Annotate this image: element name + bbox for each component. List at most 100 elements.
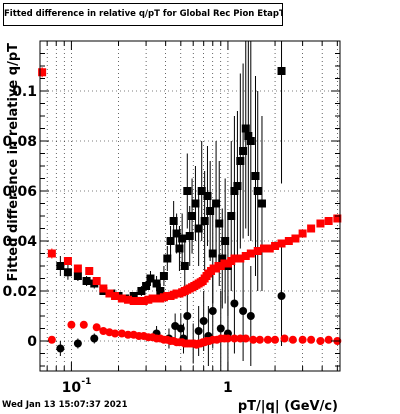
- data-marker-circle: [56, 344, 65, 353]
- data-marker-circle: [92, 323, 101, 332]
- data-marker-square: [233, 182, 242, 190]
- y-tick-label: 0: [27, 334, 37, 350]
- data-marker-square: [251, 172, 260, 180]
- data-marker-square: [333, 214, 342, 223]
- data-marker-circle: [316, 337, 325, 345]
- data-marker-square: [99, 284, 108, 293]
- data-marker-circle: [239, 307, 248, 315]
- data-marker-square: [218, 254, 227, 263]
- y-tick-label: 0.1: [12, 84, 37, 100]
- data-marker-square: [180, 262, 189, 270]
- data-marker-square: [307, 224, 316, 233]
- data-marker-square: [257, 199, 266, 208]
- data-marker-square: [85, 267, 94, 275]
- data-marker-square: [185, 232, 194, 240]
- data-marker-square: [236, 254, 245, 263]
- data-marker-square: [178, 234, 187, 243]
- data-marker-square: [265, 244, 274, 253]
- data-marker-square: [124, 295, 133, 304]
- axis-ticks: [40, 41, 340, 371]
- x-tick-exponent: -1: [81, 377, 91, 387]
- data-marker-circle: [216, 324, 225, 333]
- data-marker-square: [56, 262, 65, 270]
- axis-tick-labels: 0 0.02 0.04 0.06 0.08 0.1 10 -1 1: [2, 84, 232, 396]
- x-axis-label: pT/|q| (GeV/c): [238, 399, 338, 414]
- data-marker-circle: [67, 320, 76, 329]
- data-marker-square: [63, 268, 72, 277]
- y-axis-label: Fitted difference in relative q/pT: [6, 43, 21, 282]
- data-marker-square: [230, 254, 239, 263]
- data-marker-square: [241, 252, 250, 260]
- data-marker-circle: [124, 330, 133, 339]
- data-marker-square: [241, 124, 250, 133]
- data-marker-square: [253, 247, 262, 255]
- y-tick-label: 0.06: [2, 184, 37, 200]
- data-marker-circle: [183, 312, 192, 320]
- data-marker-square: [169, 217, 178, 225]
- data-marker-square: [208, 249, 217, 258]
- data-marker-square: [239, 147, 248, 155]
- data-marker-square: [194, 224, 203, 233]
- data-marker-square: [159, 272, 168, 280]
- data-marker-square: [175, 244, 184, 253]
- data-marker-square: [63, 257, 72, 265]
- data-marker-square: [129, 297, 138, 305]
- data-marker-square: [253, 187, 262, 195]
- data-marker-square: [152, 279, 161, 288]
- data-marker-circle: [208, 307, 217, 315]
- data-marker-circle: [117, 329, 126, 338]
- data-marker-square: [324, 217, 333, 225]
- data-marker-square: [117, 294, 126, 303]
- data-marker-square: [38, 68, 47, 77]
- x-tick-label: 1: [223, 380, 233, 396]
- data-marker-square: [172, 229, 181, 238]
- data-marker-square: [277, 239, 286, 248]
- data-marker-circle: [241, 334, 250, 343]
- data-marker-square: [271, 242, 280, 250]
- data-marker-square: [291, 234, 300, 243]
- data-marker-circle: [263, 335, 272, 344]
- data-marker-square: [215, 219, 224, 228]
- data-marker-circle: [271, 335, 280, 344]
- data-marker-circle: [230, 334, 239, 343]
- data-marker-square: [92, 277, 101, 285]
- data-marker-square: [227, 212, 236, 220]
- data-marker-circle: [73, 339, 82, 348]
- data-marker-circle: [298, 335, 307, 344]
- data-marker-square: [206, 207, 215, 215]
- data-marker-square: [166, 237, 175, 245]
- data-marker-circle: [277, 292, 286, 300]
- data-marker-square: [197, 187, 206, 195]
- data-marker-square: [200, 217, 209, 225]
- data-marker-circle: [111, 329, 120, 338]
- data-marker-square: [183, 187, 192, 195]
- data-marker-square: [246, 249, 255, 258]
- data-marker-square: [260, 244, 269, 253]
- x-tick-label: 10: [62, 380, 82, 396]
- data-marker-square: [277, 67, 286, 75]
- data-marker-square: [203, 192, 212, 200]
- data-marker-circle: [324, 335, 333, 344]
- data-marker-circle: [199, 317, 208, 325]
- data-marker-circle: [230, 299, 239, 308]
- data-marker-square: [146, 274, 155, 283]
- data-points: [38, 41, 342, 371]
- y-tick-label: 0.04: [2, 234, 37, 250]
- data-marker-circle: [249, 335, 258, 344]
- data-marker-square: [73, 272, 82, 280]
- data-marker-square: [144, 295, 153, 304]
- data-marker-square: [156, 287, 165, 295]
- data-marker-square: [191, 199, 200, 208]
- data-marker-square: [129, 292, 138, 300]
- data-marker-square: [47, 249, 56, 258]
- data-marker-square: [316, 219, 325, 228]
- data-marker-square: [221, 237, 230, 245]
- data-marker-square: [142, 282, 151, 290]
- data-marker-circle: [79, 320, 88, 329]
- data-marker-square: [284, 237, 293, 245]
- data-marker-circle: [307, 335, 316, 344]
- data-marker-square: [139, 297, 148, 305]
- data-marker-square: [82, 277, 91, 285]
- data-marker-circle: [280, 334, 289, 343]
- chart-title: Fitted difference in relative q/pT for G…: [3, 3, 283, 26]
